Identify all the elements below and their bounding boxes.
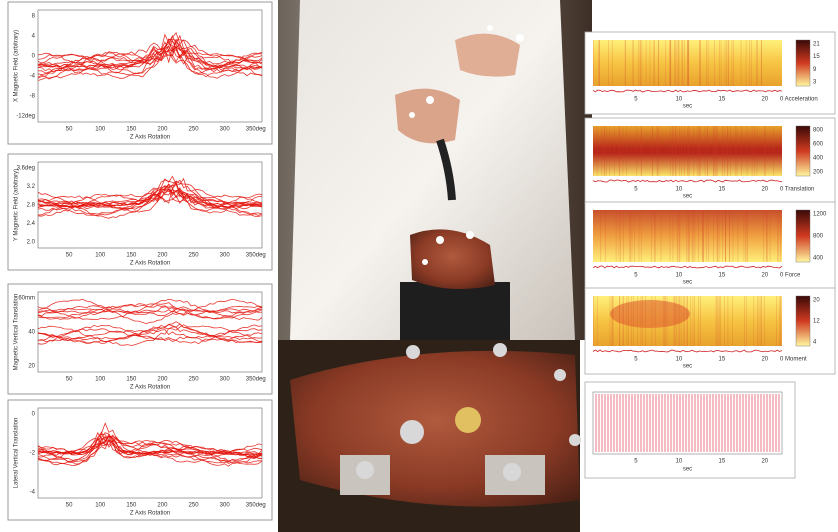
x-tick-label: 200 (157, 503, 168, 509)
vise (400, 282, 510, 340)
colorbar (796, 40, 810, 86)
y-tick-label: 2.4 (27, 221, 36, 227)
x-tick-label: 50 (66, 377, 73, 383)
x-tick-label: 150 (126, 377, 137, 383)
colorbar (796, 296, 810, 346)
x-tick-label: 20 (761, 187, 768, 193)
colorbar-tick-label: 800 (813, 234, 824, 240)
x-tick-label: 150 (126, 253, 137, 259)
x-tick-label: 300 (220, 253, 231, 259)
y-tick-label: 40 (28, 330, 35, 336)
y-tick-label: -4 (30, 74, 36, 80)
figure-canvas: 50100150200250300350deg840-4-8-12degZ Ax… (0, 0, 838, 532)
x-tick-label: 200 (157, 253, 168, 259)
hand (395, 89, 460, 144)
x-axis-label: sec (683, 364, 692, 370)
colorbar-tick-label: 400 (813, 256, 824, 262)
x-axis-label: Z Axis Rotation (130, 135, 170, 141)
y-tick-label: -8 (30, 94, 36, 100)
x-tick-label: 10 (676, 357, 683, 363)
x-axis-label: sec (683, 280, 692, 286)
x-tick-label: 50 (66, 127, 73, 133)
x-tick-label: 15 (719, 187, 726, 193)
hole (455, 407, 481, 433)
x-axis-label: Z Axis Rotation (130, 385, 170, 391)
y-tick-label: -4 (30, 490, 36, 496)
x-tick-label: 100 (95, 377, 106, 383)
x-tick-label: 100 (95, 253, 106, 259)
heat-spot (610, 300, 690, 328)
x-axis-label: sec (683, 467, 692, 473)
x-tick-label: 150 (126, 503, 137, 509)
x-tick-label: 10 (676, 97, 683, 103)
x-tick-label: 20 (761, 97, 768, 103)
photo-bottom (278, 340, 581, 532)
x-axis-label: Z Axis Rotation (130, 511, 170, 517)
panel-label: 0 Force (780, 273, 801, 279)
y-tick-label: 2.8 (27, 203, 36, 209)
y-tick-label: 20 (28, 364, 35, 370)
x-tick-label: 15 (719, 459, 726, 465)
y-axis-label: Y Magnetic Field (arbitrary) (14, 169, 20, 241)
x-tick-label: 350deg (246, 503, 266, 509)
panel-frame (8, 284, 272, 394)
hand (455, 34, 520, 77)
y-tick-label: 60mm (18, 296, 35, 302)
x-tick-label: 20 (761, 357, 768, 363)
colorbar-tick-label: 600 (813, 142, 824, 148)
colorbar-tick-label: 12 (813, 319, 820, 325)
y-tick-label: 3.2 (27, 184, 36, 190)
x-tick-label: 350deg (246, 377, 266, 383)
x-tick-label: 250 (189, 377, 200, 383)
composite-figure: 50100150200250300350deg840-4-8-12degZ Ax… (0, 0, 838, 532)
panel-label: 0 Acceleration (780, 97, 818, 103)
x-tick-label: 10 (676, 273, 683, 279)
x-tick-label: 15 (719, 97, 726, 103)
x-axis-label: sec (683, 194, 692, 200)
y-tick-label: 2.0 (27, 240, 36, 246)
x-tick-label: 20 (761, 273, 768, 279)
x-tick-label: 250 (189, 503, 200, 509)
colorbar-tick-label: 800 (813, 128, 824, 134)
x-tick-label: 200 (157, 127, 168, 133)
colorbar-tick-label: 21 (813, 42, 820, 48)
colorbar-tick-label: 400 (813, 156, 824, 162)
x-tick-label: 10 (676, 187, 683, 193)
colorbar (796, 126, 810, 176)
colorbar (796, 210, 810, 262)
y-tick-label: -2 (30, 451, 36, 457)
photo-top (278, 0, 592, 340)
panel-label: 0 Translation (780, 187, 814, 193)
panel-label: 0 Moment (780, 357, 807, 363)
colorbar-tick-label: 1200 (813, 212, 827, 218)
x-axis-label: sec (683, 104, 692, 110)
colorbar-tick-label: 20 (813, 298, 820, 304)
y-axis-label: Lateral Vertical Translation (14, 418, 20, 489)
x-tick-label: 100 (95, 503, 106, 509)
x-tick-label: 10 (676, 459, 683, 465)
y-tick-label: -12deg (16, 114, 35, 120)
x-tick-label: 100 (95, 127, 106, 133)
colorbar-tick-label: 200 (813, 170, 824, 176)
x-tick-label: 350deg (246, 253, 266, 259)
x-tick-label: 250 (189, 253, 200, 259)
y-axis-label: Magnetic Vertical Translation (14, 294, 20, 371)
x-tick-label: 50 (66, 253, 73, 259)
heatmap (593, 210, 782, 262)
x-tick-label: 15 (719, 273, 726, 279)
x-tick-label: 250 (189, 127, 200, 133)
x-tick-label: 50 (66, 503, 73, 509)
x-tick-label: 300 (220, 377, 231, 383)
x-axis-label: Z Axis Rotation (130, 261, 170, 267)
colorbar-tick-label: 15 (813, 54, 820, 60)
x-tick-label: 300 (220, 127, 231, 133)
x-tick-label: 15 (719, 357, 726, 363)
y-axis-label: X Magnetic Field (arbitrary) (14, 30, 20, 102)
x-tick-label: 150 (126, 127, 137, 133)
x-tick-label: 350deg (246, 127, 266, 133)
x-tick-label: 300 (220, 503, 231, 509)
x-tick-label: 200 (157, 377, 168, 383)
x-tick-label: 20 (761, 459, 768, 465)
